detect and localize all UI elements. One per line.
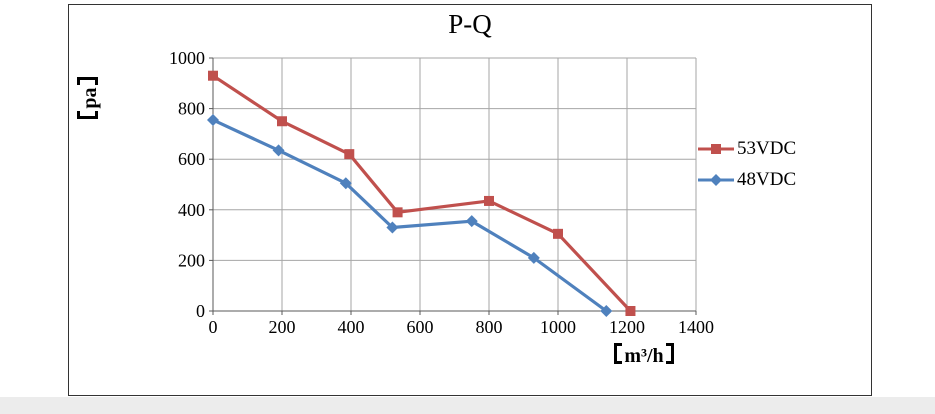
series-marker-48vdc — [465, 215, 478, 228]
x-tick-label: 400 — [338, 317, 365, 337]
legend-diamond-icon — [698, 174, 734, 186]
y-tick-label: 1000 — [169, 48, 205, 68]
series-marker-48vdc — [272, 144, 285, 157]
series-marker-48vdc — [527, 251, 540, 264]
left-bracket — [614, 343, 623, 364]
series-marker-48vdc — [386, 221, 399, 234]
series-marker-53vdc — [344, 149, 355, 160]
legend-label: 48VDC — [737, 169, 797, 190]
x-tick-label: 1000 — [540, 317, 576, 337]
series-marker-48vdc — [600, 305, 613, 317]
legend-marker — [710, 174, 722, 186]
legend: 53VDC 48VDC — [698, 138, 796, 191]
chart-frame: P-Q pa 0 200 400 600 800 1000 1200 1400 0 200 400 6… — [68, 4, 872, 396]
series-marker-53vdc — [208, 70, 218, 81]
y-tick-label: 600 — [178, 149, 205, 169]
series-marker-53vdc — [625, 306, 636, 316]
x-tick-label: 1200 — [609, 317, 645, 337]
y-tick-label: 200 — [178, 250, 205, 270]
x-tick-label: 0 — [209, 317, 218, 337]
chart-title: P-Q — [448, 9, 492, 39]
axis-title-text: m³/h — [624, 345, 664, 367]
series-marker-48vdc — [207, 113, 219, 126]
plot-area: 0 200 400 600 800 1000 1200 1400 0 200 400 600 800 10… — [169, 48, 714, 337]
right-bracket — [665, 343, 674, 364]
y-tick-label: 800 — [178, 99, 205, 119]
y-tick-label: 0 — [196, 301, 205, 321]
legend-item-53vdc: 53VDC — [698, 138, 796, 160]
y-tick-label: 400 — [178, 200, 205, 220]
page-bottom-strip — [0, 397, 935, 414]
legend-item-48vdc: 48VDC — [698, 169, 796, 191]
series-marker-53vdc — [277, 116, 287, 127]
x-axis-title: m³/h — [583, 343, 705, 368]
legend-square-icon — [698, 144, 734, 154]
x-tick-label: 1400 — [678, 317, 714, 337]
legend-marker — [711, 144, 721, 154]
series-marker-48vdc — [339, 177, 352, 190]
x-tick-label: 800 — [476, 317, 503, 337]
legend-label: 53VDC — [737, 138, 797, 159]
series-marker-53vdc — [392, 207, 403, 218]
series-line-48vdc — [211, 118, 608, 313]
x-tick-label: 600 — [407, 317, 434, 337]
x-tick-label: 200 — [269, 317, 296, 337]
series-marker-53vdc — [553, 228, 563, 239]
series-line-53vdc — [211, 74, 633, 313]
series-marker-53vdc — [484, 195, 494, 206]
